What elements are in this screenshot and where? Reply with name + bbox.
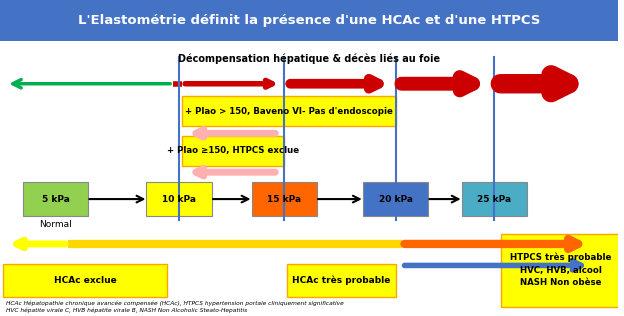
Text: + Plao ≥150, HTPCS exclue: + Plao ≥150, HTPCS exclue	[167, 146, 300, 155]
Text: HCAc très probable: HCAc très probable	[292, 276, 391, 285]
Text: 15 kPa: 15 kPa	[267, 195, 301, 204]
FancyBboxPatch shape	[182, 96, 396, 126]
FancyBboxPatch shape	[3, 264, 167, 297]
FancyBboxPatch shape	[288, 264, 396, 297]
FancyBboxPatch shape	[462, 182, 527, 216]
Text: HTPCS très probable
HVC, HVB, alcool
NASH Non obèse: HTPCS très probable HVC, HVB, alcool NAS…	[510, 253, 612, 288]
Text: + Plao > 150, Baveno VI- Pas d'endoscopie: + Plao > 150, Baveno VI- Pas d'endoscopi…	[185, 107, 393, 116]
FancyBboxPatch shape	[182, 136, 285, 166]
FancyBboxPatch shape	[251, 182, 317, 216]
Text: Décompensation hépatique & décès liés au foie: Décompensation hépatique & décès liés au…	[178, 53, 440, 64]
Text: HCAc Hépatopathie chronique avancée compensée (HCAc), HTPCS hypertension portale: HCAc Hépatopathie chronique avancée comp…	[6, 301, 344, 313]
Text: HCAc exclue: HCAc exclue	[54, 276, 116, 285]
FancyBboxPatch shape	[23, 182, 89, 216]
Text: 20 kPa: 20 kPa	[379, 195, 412, 204]
FancyBboxPatch shape	[500, 234, 621, 307]
Text: L'Elastométrie définit la présence d'une HCAc et d'une HTPCS: L'Elastométrie définit la présence d'une…	[78, 14, 540, 27]
FancyBboxPatch shape	[147, 182, 212, 216]
Text: 25 kPa: 25 kPa	[477, 195, 512, 204]
Text: Normal: Normal	[39, 220, 72, 228]
Text: 10 kPa: 10 kPa	[162, 195, 196, 204]
FancyBboxPatch shape	[0, 0, 618, 41]
Text: 5 kPa: 5 kPa	[42, 195, 69, 204]
FancyBboxPatch shape	[363, 182, 428, 216]
